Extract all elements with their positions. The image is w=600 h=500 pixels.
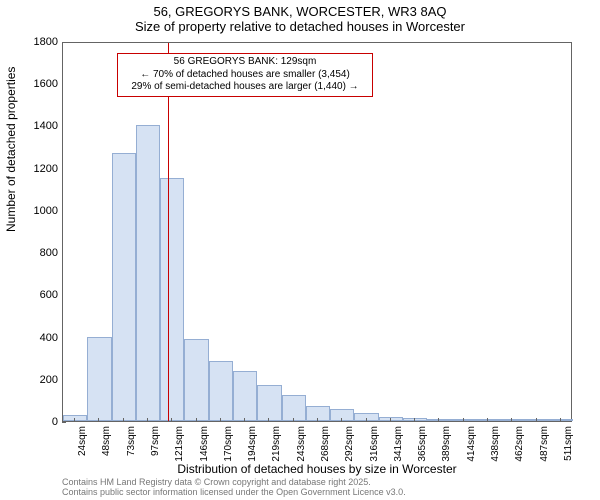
x-tick-label: 389sqm <box>441 426 452 462</box>
x-tick-label: 268sqm <box>320 426 331 462</box>
y-tick-label: 0 <box>52 416 58 428</box>
histogram-bar <box>184 339 208 421</box>
title-block: 56, GREGORYS BANK, WORCESTER, WR3 8AQ Si… <box>0 0 600 34</box>
property-marker-line <box>168 43 169 421</box>
x-tick-label: 292sqm <box>344 426 355 462</box>
y-tick-label: 1200 <box>34 163 58 175</box>
histogram-bar <box>136 125 160 421</box>
histogram-bar <box>500 419 524 421</box>
x-tick-label: 97sqm <box>150 426 161 456</box>
annotation-larger: 29% of semi-detached houses are larger (… <box>124 81 366 94</box>
x-tick-label: 219sqm <box>271 426 282 462</box>
x-tick-mark <box>560 418 561 422</box>
x-tick-mark <box>487 418 488 422</box>
x-tick-label: 194sqm <box>247 426 258 462</box>
x-tick-label: 316sqm <box>369 426 380 462</box>
histogram-bar <box>452 419 476 421</box>
y-tick-label: 1600 <box>34 78 58 90</box>
histogram-bar <box>282 395 306 421</box>
y-axis-title: Number of detached properties <box>4 67 18 232</box>
x-tick-mark <box>317 418 318 422</box>
title-line1: 56, GREGORYS BANK, WORCESTER, WR3 8AQ <box>0 4 600 19</box>
histogram-bar <box>524 419 548 421</box>
histogram-bar <box>403 418 427 421</box>
x-tick-mark <box>293 418 294 422</box>
x-axis-title: Distribution of detached houses by size … <box>62 462 572 476</box>
histogram-bar <box>427 419 451 421</box>
y-tick-label: 200 <box>40 374 58 386</box>
x-tick-mark <box>123 418 124 422</box>
y-tick-label: 1000 <box>34 205 58 217</box>
x-tick-label: 438sqm <box>490 426 501 462</box>
x-tick-label: 121sqm <box>174 426 185 462</box>
x-tick-label: 243sqm <box>296 426 307 462</box>
plot-area: 56 GREGORYS BANK: 129sqm← 70% of detache… <box>62 42 572 422</box>
histogram-bar <box>63 415 87 421</box>
x-tick-label: 462sqm <box>514 426 525 462</box>
histogram-bar <box>160 178 184 421</box>
x-tick-label: 24sqm <box>77 426 88 456</box>
y-tick-label: 1800 <box>34 36 58 48</box>
x-tick-mark <box>390 418 391 422</box>
annotation-box: 56 GREGORYS BANK: 129sqm← 70% of detache… <box>117 53 373 97</box>
histogram-bar <box>112 153 136 421</box>
x-tick-mark <box>220 418 221 422</box>
x-tick-mark <box>536 418 537 422</box>
x-tick-mark <box>74 418 75 422</box>
y-axis: 020040060080010001200140016001800 <box>24 42 62 422</box>
x-tick-label: 487sqm <box>539 426 550 462</box>
histogram-bar <box>549 419 573 421</box>
x-tick-mark <box>366 418 367 422</box>
x-tick-mark <box>171 418 172 422</box>
y-tick-label: 800 <box>40 247 58 259</box>
x-tick-label: 73sqm <box>126 426 137 456</box>
y-tick-label: 600 <box>40 289 58 301</box>
x-tick-mark <box>268 418 269 422</box>
x-tick-mark <box>463 418 464 422</box>
x-tick-label: 48sqm <box>101 426 112 456</box>
histogram-bar <box>330 409 354 421</box>
footer-line2: Contains public sector information licen… <box>62 488 406 498</box>
histogram-bar <box>257 385 281 421</box>
histogram-bar <box>379 417 403 421</box>
chart-container: 56, GREGORYS BANK, WORCESTER, WR3 8AQ Si… <box>0 0 600 500</box>
x-tick-mark <box>341 418 342 422</box>
x-tick-label: 511sqm <box>563 426 574 461</box>
histogram-bar <box>87 337 111 421</box>
histogram-bar <box>233 371 257 421</box>
histogram-bar <box>354 413 378 421</box>
title-line2: Size of property relative to detached ho… <box>0 19 600 34</box>
histogram-bar <box>209 361 233 421</box>
x-tick-mark <box>147 418 148 422</box>
x-tick-mark <box>196 418 197 422</box>
x-tick-mark <box>244 418 245 422</box>
plot-wrap: 56 GREGORYS BANK: 129sqm← 70% of detache… <box>62 42 572 422</box>
annotation-smaller: ← 70% of detached houses are smaller (3,… <box>124 69 366 82</box>
x-tick-label: 365sqm <box>417 426 428 462</box>
x-tick-label: 414sqm <box>466 426 477 462</box>
x-tick-mark <box>511 418 512 422</box>
x-tick-mark <box>98 418 99 422</box>
x-tick-label: 170sqm <box>223 426 234 462</box>
x-tick-label: 341sqm <box>393 426 404 462</box>
annotation-title: 56 GREGORYS BANK: 129sqm <box>124 56 366 69</box>
x-tick-label: 146sqm <box>199 426 210 462</box>
y-tick-label: 1400 <box>34 120 58 132</box>
footer: Contains HM Land Registry data © Crown c… <box>62 478 406 498</box>
x-tick-mark <box>414 418 415 422</box>
x-tick-mark <box>438 418 439 422</box>
y-tick-label: 400 <box>40 332 58 344</box>
